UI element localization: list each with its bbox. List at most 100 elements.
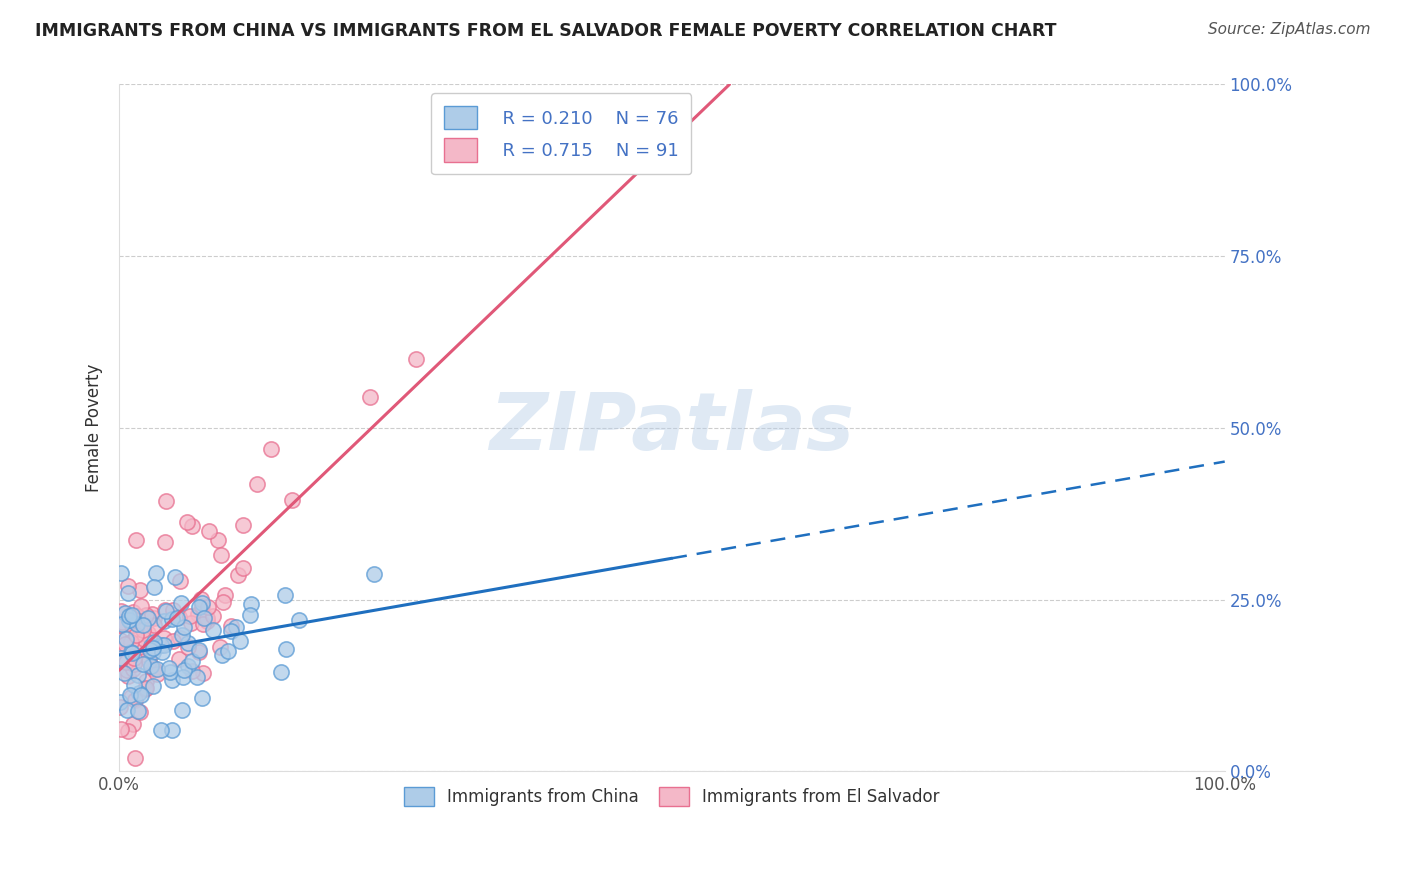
Point bbox=[177, 659, 200, 673]
Point bbox=[153, 603, 176, 617]
Point bbox=[118, 613, 141, 627]
Point bbox=[160, 673, 183, 687]
Point bbox=[232, 518, 254, 533]
Point bbox=[172, 628, 194, 642]
Point bbox=[153, 631, 176, 645]
Point bbox=[191, 596, 214, 610]
Point bbox=[187, 645, 209, 659]
Point bbox=[166, 611, 188, 625]
Point bbox=[181, 664, 204, 678]
Point bbox=[153, 535, 176, 549]
Point bbox=[139, 640, 162, 654]
Point bbox=[111, 616, 134, 631]
Point bbox=[117, 614, 139, 628]
Point bbox=[142, 679, 165, 693]
Point bbox=[122, 662, 145, 676]
Point bbox=[165, 570, 187, 584]
Point bbox=[172, 670, 194, 684]
Point bbox=[170, 596, 193, 610]
Point bbox=[162, 612, 184, 626]
Point bbox=[115, 663, 138, 677]
Point bbox=[129, 599, 152, 614]
Point bbox=[139, 659, 162, 673]
Point bbox=[176, 515, 198, 529]
Point bbox=[162, 603, 184, 617]
Point bbox=[110, 651, 132, 665]
Point bbox=[120, 690, 142, 705]
Point bbox=[150, 723, 173, 737]
Point bbox=[280, 492, 302, 507]
Point bbox=[110, 615, 132, 630]
Point bbox=[228, 633, 250, 648]
Point bbox=[141, 607, 163, 621]
Point bbox=[177, 636, 200, 650]
Point bbox=[142, 635, 165, 649]
Point bbox=[112, 640, 135, 655]
Point bbox=[142, 662, 165, 676]
Y-axis label: Female Poverty: Female Poverty bbox=[86, 364, 103, 492]
Point bbox=[150, 644, 173, 658]
Point bbox=[132, 657, 155, 672]
Point bbox=[186, 670, 208, 684]
Point bbox=[146, 666, 169, 681]
Point bbox=[153, 614, 176, 628]
Point bbox=[188, 643, 211, 657]
Point bbox=[209, 548, 232, 562]
Point bbox=[112, 666, 135, 681]
Point bbox=[117, 586, 139, 600]
Point bbox=[179, 608, 201, 623]
Point bbox=[221, 624, 243, 638]
Point bbox=[155, 494, 177, 508]
Point bbox=[198, 524, 221, 539]
Point bbox=[143, 611, 166, 625]
Point bbox=[214, 589, 236, 603]
Point bbox=[225, 620, 247, 634]
Point bbox=[118, 608, 141, 623]
Point bbox=[127, 704, 149, 718]
Point bbox=[128, 686, 150, 700]
Point bbox=[219, 619, 242, 633]
Point bbox=[150, 638, 173, 652]
Point bbox=[139, 642, 162, 657]
Point bbox=[232, 561, 254, 575]
Point bbox=[114, 606, 136, 620]
Point bbox=[135, 681, 157, 695]
Point bbox=[124, 692, 146, 706]
Point bbox=[202, 623, 225, 637]
Point bbox=[110, 695, 132, 709]
Point bbox=[135, 674, 157, 689]
Point bbox=[132, 623, 155, 637]
Point bbox=[110, 722, 132, 736]
Point bbox=[121, 607, 143, 622]
Point bbox=[142, 663, 165, 677]
Point bbox=[187, 607, 209, 621]
Point bbox=[195, 614, 218, 628]
Point bbox=[146, 662, 169, 676]
Point bbox=[212, 594, 235, 608]
Point bbox=[169, 631, 191, 645]
Point bbox=[197, 600, 219, 615]
Point bbox=[142, 641, 165, 656]
Point bbox=[191, 616, 214, 631]
Point bbox=[207, 533, 229, 547]
Text: Source: ZipAtlas.com: Source: ZipAtlas.com bbox=[1208, 22, 1371, 37]
Point bbox=[177, 640, 200, 655]
Point bbox=[191, 665, 214, 680]
Point bbox=[190, 592, 212, 607]
Point bbox=[173, 664, 195, 678]
Point bbox=[122, 717, 145, 731]
Point bbox=[274, 642, 297, 657]
Point bbox=[217, 644, 239, 658]
Point bbox=[127, 667, 149, 681]
Point bbox=[202, 608, 225, 623]
Point bbox=[120, 635, 142, 649]
Point bbox=[122, 657, 145, 671]
Point bbox=[110, 632, 132, 647]
Point bbox=[110, 639, 132, 653]
Point bbox=[288, 613, 311, 627]
Text: IMMIGRANTS FROM CHINA VS IMMIGRANTS FROM EL SALVADOR FEMALE POVERTY CORRELATION : IMMIGRANTS FROM CHINA VS IMMIGRANTS FROM… bbox=[35, 22, 1057, 40]
Point bbox=[359, 390, 381, 404]
Point bbox=[274, 588, 297, 602]
Point bbox=[122, 678, 145, 692]
Point bbox=[157, 660, 180, 674]
